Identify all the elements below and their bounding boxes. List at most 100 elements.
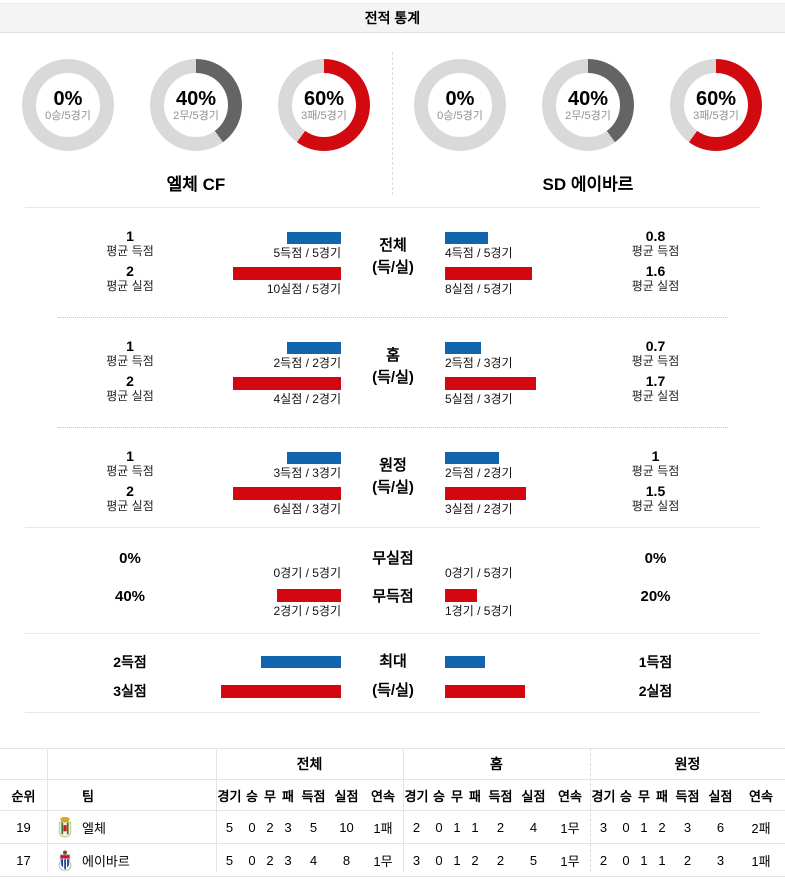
goals-bar-group: 4득점 / 5경기 [445, 232, 513, 261]
team-cell: 에이바르 [47, 849, 216, 871]
conceded-sub: 3실점 / 2경기 [445, 502, 513, 516]
stat-value: 3 [284, 819, 292, 835]
stat-value: 2 [599, 852, 608, 868]
goals-bar-group: 2득점 / 2경기 [273, 342, 341, 371]
center-dashed-divider [392, 52, 393, 195]
conceded-sub: 10실점 / 5경기 [266, 282, 341, 296]
bar-slot [277, 589, 341, 602]
stat-value: 5 [225, 819, 234, 835]
section-shutout: 0% 0경기 / 5경기 무실점 0경기 / 5경기 0% [0, 527, 785, 633]
left-percent-col: 40% [0, 589, 190, 619]
section-away: 1 평균 득점 2 평균 실점 3득점 / 3경기 6실점 / 3경기 원정 (… [0, 427, 785, 527]
group-header-total: 전체 [296, 756, 323, 772]
clean-sheet-label: 무실점 [372, 550, 414, 567]
left-bar-col: 2경기 / 5경기 [190, 589, 341, 619]
stat-value: 1무 [373, 853, 393, 869]
max-conceded-right-label: 2실점 [638, 683, 673, 699]
section-label-line1: 전체 [379, 237, 407, 254]
max-goals-bar [261, 656, 341, 668]
stat-value: 5 [225, 852, 234, 868]
col-header-streak: 연속 [558, 788, 582, 804]
col-header-goals: 득점 [675, 788, 700, 804]
goals-sub: 2득점 / 3경기 [445, 356, 513, 370]
team-name: 엘체 [82, 820, 106, 836]
avg-goals-value: 0.7 [645, 338, 666, 354]
avg-conceded-label: 평균 실점 [631, 279, 680, 293]
col-header-games: 경기 [217, 788, 242, 804]
avg-conceded-label: 평균 실점 [106, 389, 154, 403]
col-header-wins: 승 [246, 788, 258, 804]
right-percent-col: 0% [596, 551, 715, 581]
clean-sheet-left-percent: 0% [119, 550, 141, 567]
goals-sub: 5득점 / 5경기 [273, 246, 341, 260]
col-header-team: 팀 [82, 788, 94, 804]
stat-value: 2 [683, 852, 692, 868]
donut-percent: 0% [445, 87, 475, 110]
donut-text: 0% 0승/5경기 [22, 59, 114, 151]
stat-value: 1패 [751, 853, 771, 869]
col-header-losses: 패 [469, 788, 481, 804]
avg-goals-group: 0.7 평균 득점 [596, 338, 715, 369]
right-bar-col: 0경기 / 5경기 [445, 551, 596, 581]
table-vertical-separator-dashed [590, 748, 591, 872]
col-header-draws: 무 [638, 788, 650, 804]
stat-value: 0 [622, 852, 630, 868]
donut-hole [164, 73, 228, 137]
stat-value: 6 [716, 819, 725, 835]
col-header-wins: 승 [433, 788, 445, 804]
scoreless-label-col: 무득점 [341, 589, 445, 619]
avg-goals-value: 1 [126, 228, 134, 244]
donut-percent: 0% [53, 87, 83, 110]
table-column-header-row: 순위 팀 경기 승 무 패 득점 실점 연속 경기 승 무 패 득점 실점 연속… [0, 779, 785, 810]
goals-sub: 2득점 / 2경기 [273, 356, 341, 370]
stat-value: 0 [435, 819, 443, 835]
home-right-averages: 0.7 평균 득점 1.7 평균 실점 [596, 317, 715, 427]
max-goals-right-label: 1득점 [638, 654, 673, 670]
max-goals-left-label: 2득점 [113, 654, 147, 670]
stat-value: 2 [658, 819, 666, 835]
donut-text: 40% 2무/5경기 [150, 59, 242, 151]
avg-goals-value: 1 [126, 338, 134, 354]
right-label-col: 2실점 [596, 683, 715, 699]
divider [25, 207, 760, 208]
avg-conceded-value: 1.5 [645, 483, 666, 499]
bar-slot [445, 589, 477, 602]
avg-goals-label: 평균 득점 [631, 354, 680, 368]
donut-away-wins: 0% 0승/5경기 [414, 59, 506, 151]
col-header-games: 경기 [591, 788, 616, 804]
dotted-divider [58, 317, 728, 318]
avg-conceded-group: 1.6 평균 실점 [596, 263, 715, 294]
right-label-col: 1득점 [596, 654, 715, 670]
section-total-label: 전체 (득/실) [341, 207, 445, 317]
right-bar-col [445, 656, 596, 668]
donut-label: 0승/5경기 [437, 109, 483, 122]
stat-value: 2 [266, 819, 274, 835]
goals-sub: 3득점 / 3경기 [273, 466, 341, 480]
avg-goals-label: 평균 득점 [631, 464, 680, 478]
clean-sheet-right-percent: 0% [644, 550, 667, 567]
avg-goals-value: 1 [651, 448, 660, 464]
stat-value: 2 [471, 852, 479, 868]
rank-value: 17 [16, 852, 31, 868]
conceded-sub: 8실점 / 5경기 [445, 282, 513, 296]
conceded-bar [233, 267, 341, 280]
standings-table: 전체 홈 원정 순위 팀 경기 승 무 패 득점 실점 연속 경기 승 무 패 … [0, 748, 785, 877]
col-header-losses: 패 [656, 788, 668, 804]
left-bar-col: 0경기 / 5경기 [190, 551, 341, 581]
section-home-label: 홈 (득/실) [341, 317, 445, 427]
section-label-line2: (득/실) [372, 369, 414, 386]
col-header-draws: 무 [264, 788, 276, 804]
col-header-goals: 득점 [301, 788, 326, 804]
avg-conceded-value: 1.7 [645, 373, 666, 389]
col-header-streak: 연속 [371, 788, 395, 804]
home-right-bars: 2득점 / 3경기 5실점 / 3경기 [445, 317, 596, 427]
goals-bar [445, 452, 499, 464]
conceded-bar-group: 5실점 / 3경기 [445, 377, 536, 407]
avg-goals-value: 1 [126, 448, 134, 464]
team-name: 에이바르 [82, 853, 130, 869]
away-right-bars: 2득점 / 2경기 3실점 / 2경기 [445, 427, 596, 527]
col-header-conceded: 실점 [708, 788, 733, 804]
avg-goals-group: 0.8 평균 득점 [596, 228, 715, 259]
scoreless-row: 40% 2경기 / 5경기 무득점 1경기 / 5경기 20% [0, 589, 785, 619]
stat-value: 2 [496, 852, 505, 868]
